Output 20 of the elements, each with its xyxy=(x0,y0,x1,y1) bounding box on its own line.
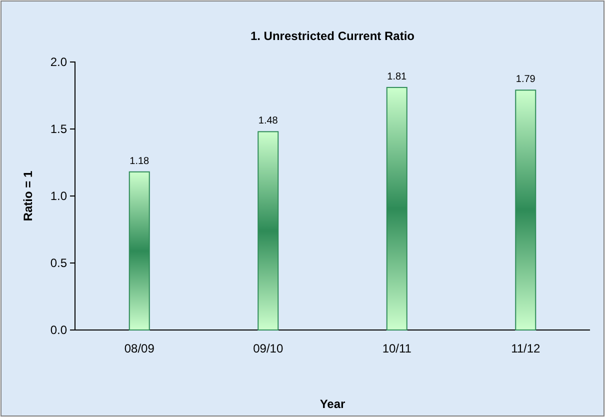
y-tick-label: 0.0 xyxy=(50,322,68,337)
y-tick-label: 0.5 xyxy=(50,256,68,270)
data-label: 1.79 xyxy=(516,74,536,86)
x-tick-label: 09/10 xyxy=(253,342,284,356)
bar xyxy=(515,90,536,330)
data-label: 1.18 xyxy=(130,156,150,167)
x-tick-label: 10/11 xyxy=(382,342,412,356)
y-tick-label: 1.5 xyxy=(50,122,68,136)
x-tick-label: 11/12 xyxy=(511,342,541,356)
bar xyxy=(258,131,279,330)
chart-title: 1. Unrestricted Current Ratio xyxy=(250,29,415,43)
x-tick-label: 08/09 xyxy=(124,342,155,356)
y-tick-label: 2.0 xyxy=(50,54,68,69)
bar xyxy=(128,171,150,330)
y-axis-title: Ratio = 1 xyxy=(21,170,35,222)
data-label: 1.81 xyxy=(387,71,408,82)
data-label: 1.48 xyxy=(258,116,278,127)
bar xyxy=(386,86,408,330)
x-axis-title: Year xyxy=(320,397,346,411)
y-tick-label: 1.0 xyxy=(50,188,68,203)
